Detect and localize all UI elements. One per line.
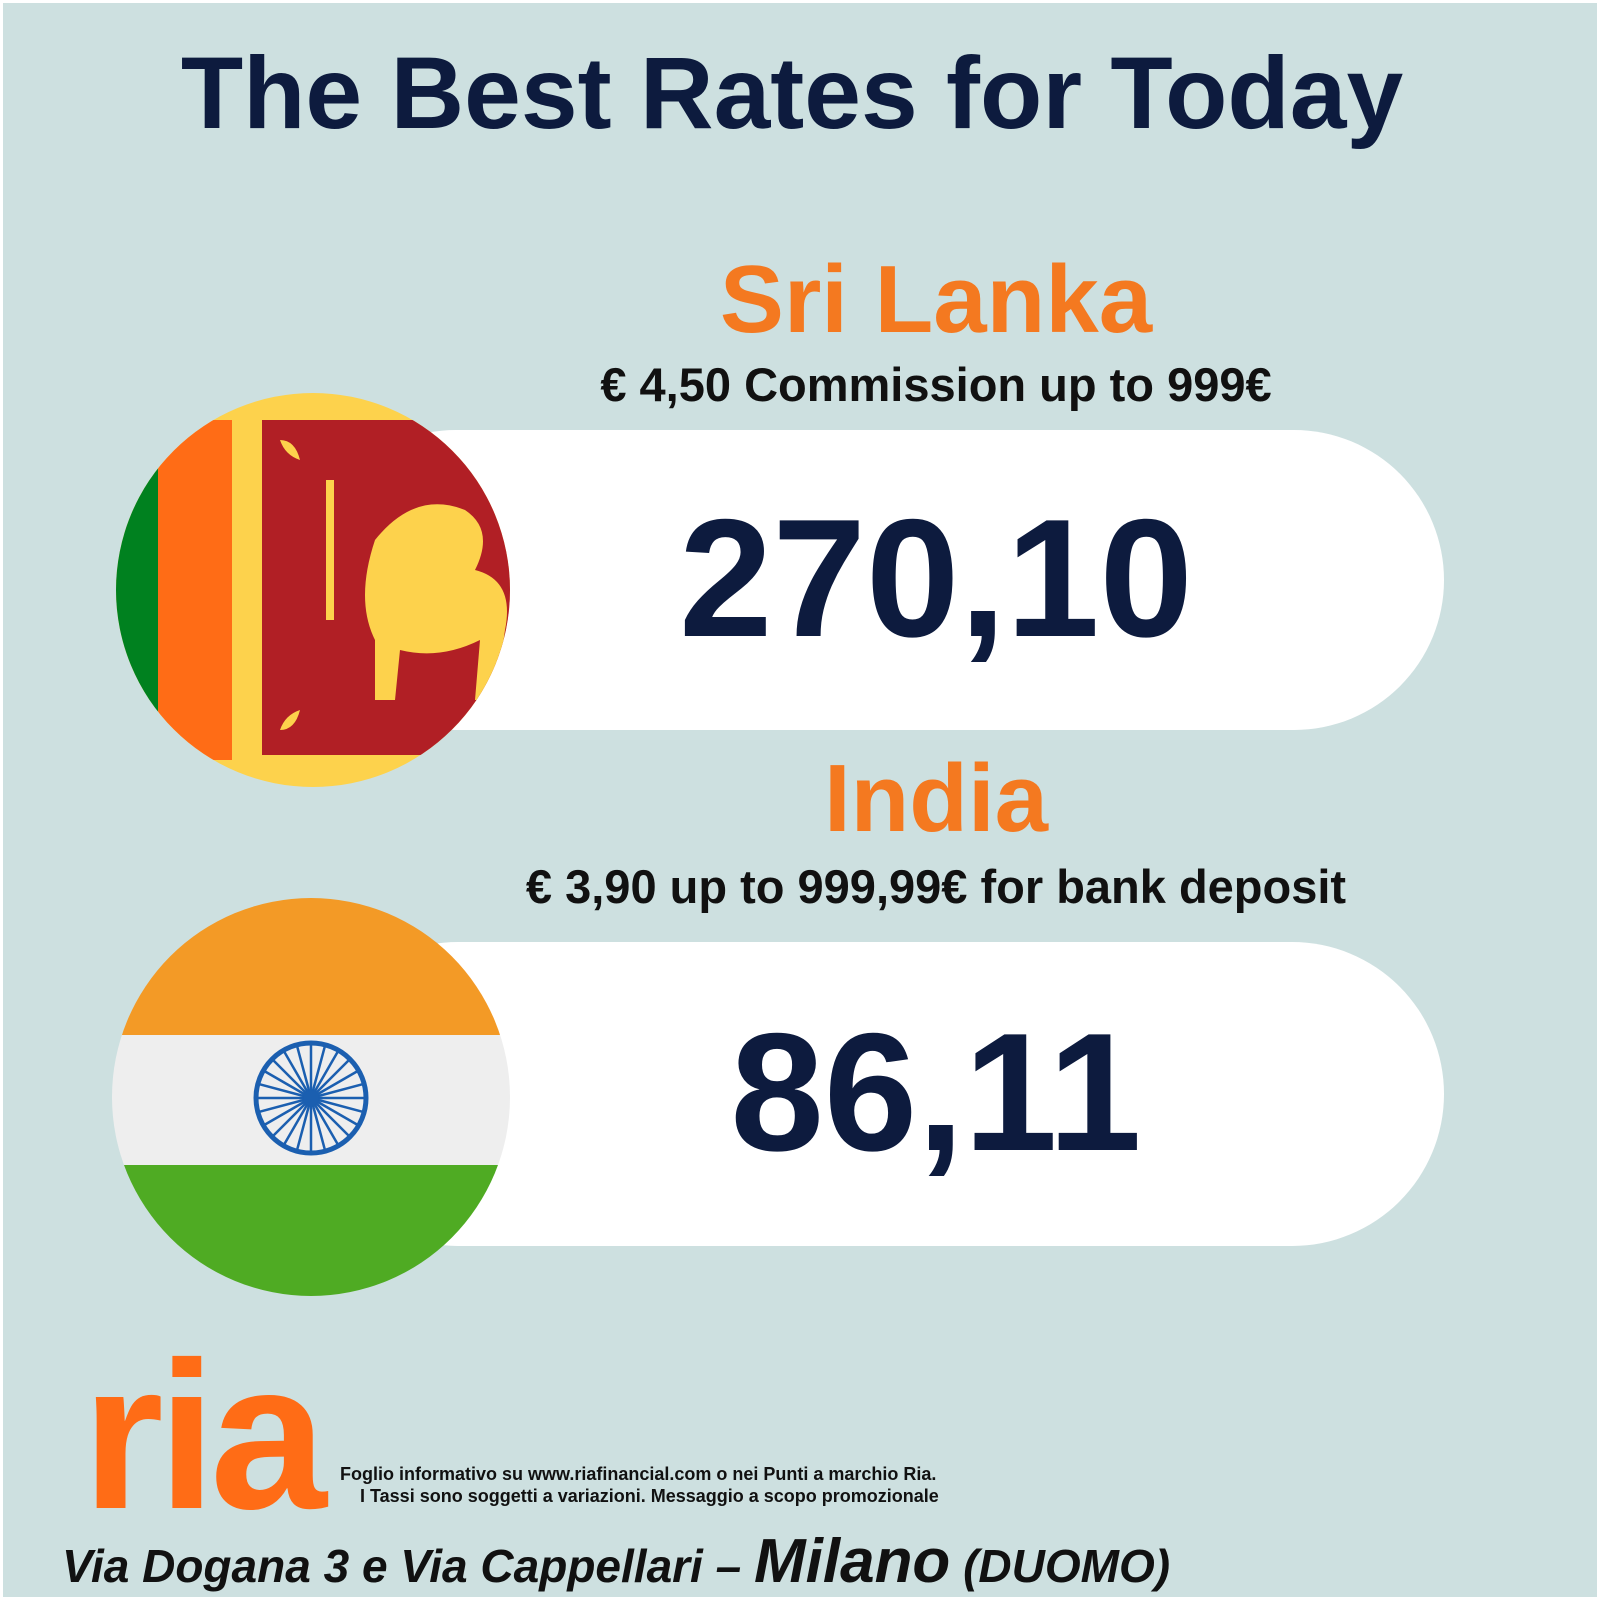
disclaimer: Foglio informativo su www.riafinancial.c…	[340, 1464, 936, 1484]
address-city: Milano	[754, 1527, 950, 1596]
chakra-spoke	[296, 1046, 313, 1099]
chakra-spoke	[283, 1051, 313, 1099]
chakra-spoke	[310, 1096, 358, 1126]
chakra-spoke	[310, 1070, 358, 1100]
address-area: (DUOMO)	[950, 1540, 1170, 1592]
chakra-spoke	[259, 1096, 312, 1113]
chakra-spoke	[259, 1083, 312, 1100]
chakra-spoke	[309, 1097, 339, 1145]
country-name: Sri Lanka	[720, 246, 1153, 353]
chakra-spoke	[264, 1070, 312, 1100]
chakra-spoke	[310, 1083, 363, 1100]
address: Via Dogana 3 e Via Cappellari – Milano (…	[62, 1527, 1170, 1596]
commission: € 3,90 up to 999,99€ for bank deposit	[526, 860, 1347, 913]
rate-pill	[306, 430, 1444, 730]
commission: € 4,50 Commission up to 999€	[600, 358, 1271, 411]
chakra-spoke	[310, 1059, 350, 1099]
rate-pill	[306, 942, 1444, 1246]
chakra-spoke	[283, 1097, 313, 1145]
chakra-spoke	[310, 1097, 350, 1137]
chakra-spoke	[310, 1096, 363, 1113]
background	[3, 3, 1597, 1597]
address-street: Via Dogana 3 e Via Cappellari –	[62, 1540, 754, 1592]
country-name: India	[824, 745, 1049, 852]
chakra-spoke	[272, 1097, 312, 1137]
rate: 86,11	[730, 998, 1141, 1186]
chakra-spoke	[264, 1096, 312, 1126]
chakra-spoke	[272, 1059, 312, 1099]
chakra-spoke	[309, 1051, 339, 1099]
chakra-spoke	[296, 1097, 313, 1150]
rate: 270,10	[679, 484, 1193, 672]
logo: ria	[82, 1318, 329, 1553]
disclaimer: I Tassi sono soggetti a variazioni. Mess…	[360, 1486, 939, 1506]
chakra-spoke	[309, 1097, 326, 1150]
title: The Best Rates for Today	[181, 36, 1404, 150]
chakra-spoke	[309, 1046, 326, 1099]
